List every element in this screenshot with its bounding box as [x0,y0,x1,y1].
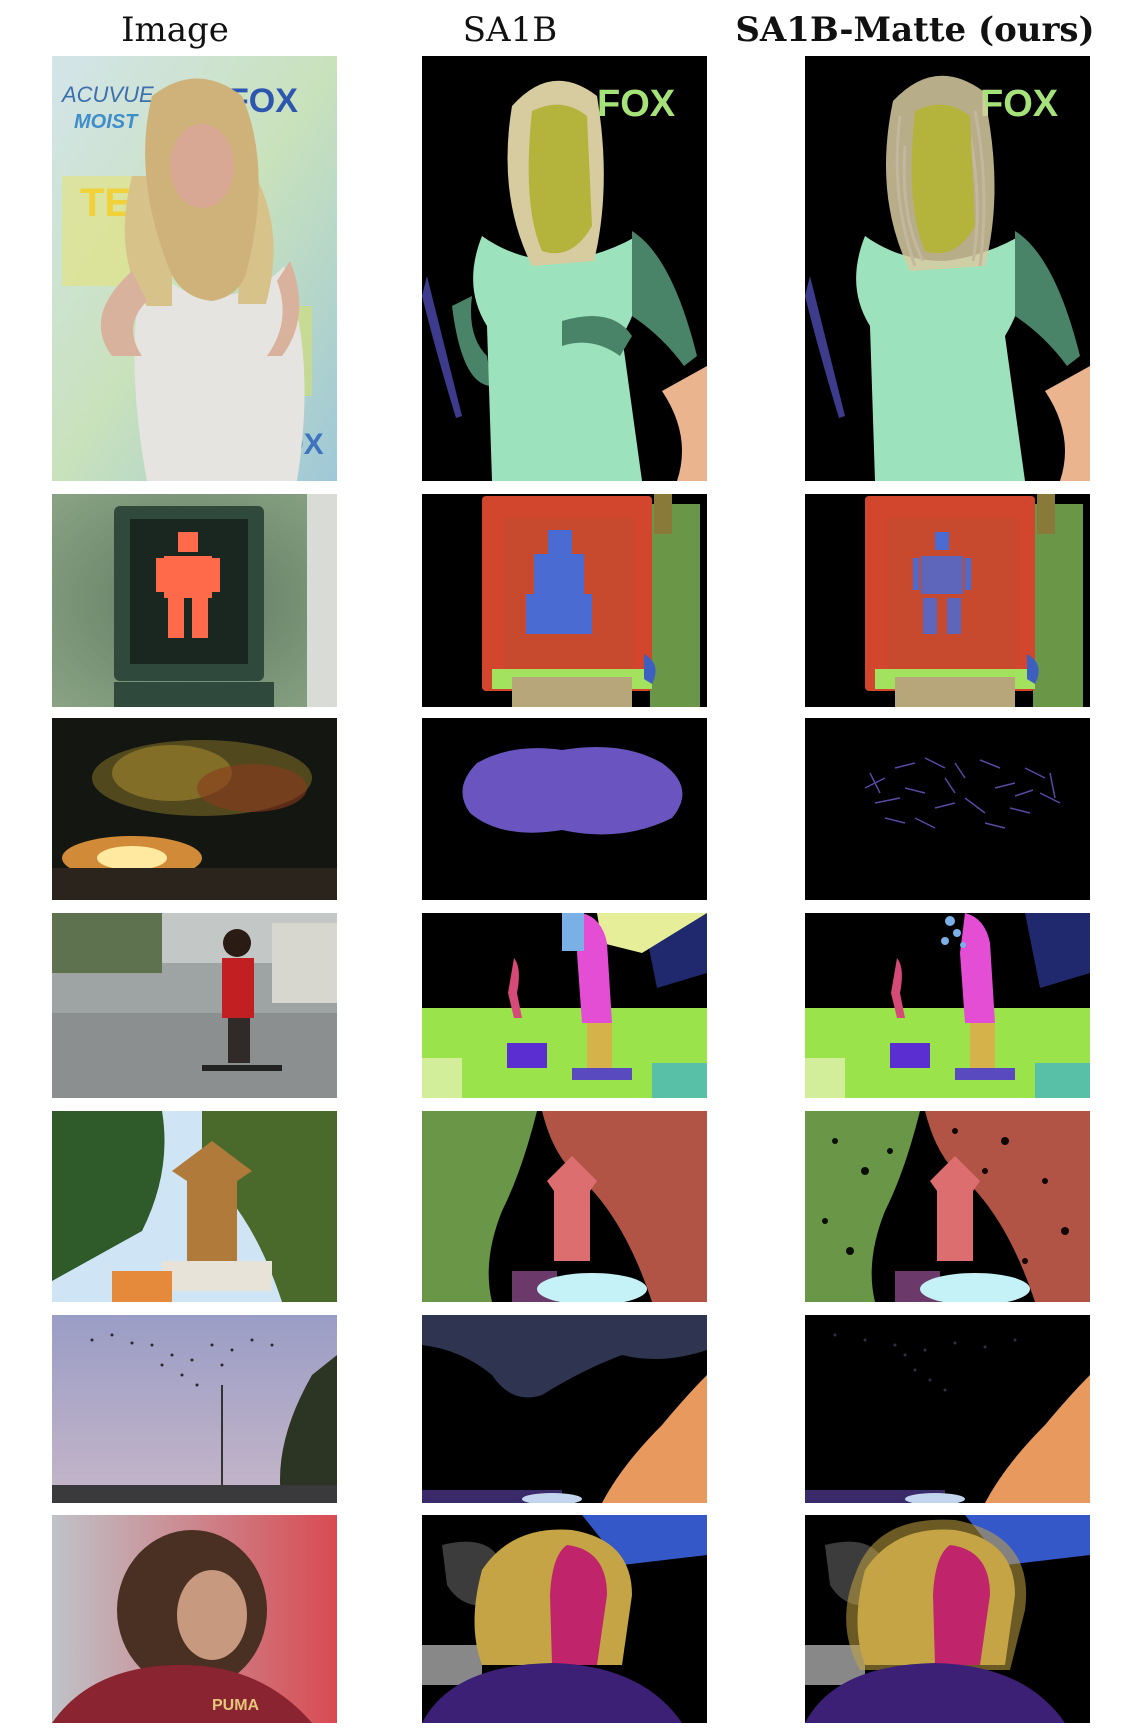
sa1b-mask-row-6 [422,1315,707,1503]
image-row-1: ACUVUE MOIST TEEN FOX FOX [52,56,337,481]
sa1b-matte-mask-row-4 [805,913,1090,1098]
column-header-sa1b: SA1B [462,10,558,50]
sa1b-matte-mask-row-1: FOX [805,56,1090,481]
sa1b-mask-row-4 [422,913,707,1098]
sa1b-matte-mask-row-2 [805,494,1090,707]
image-row-4 [52,913,337,1098]
image-row-6 [52,1315,337,1503]
sa1b-mask-row-3 [422,718,707,900]
sa1b-mask-text-fox: FOX [597,83,676,125]
image-text-puma: PUMA [212,1697,260,1714]
matte-mask-text-fox: FOX [980,83,1059,125]
image-text-moist: MOIST [74,111,139,133]
column-header-image: Image [121,10,229,50]
image-row-3 [52,718,337,900]
image-row-7: PUMA [52,1515,337,1723]
image-text-acuvue: ACUVUE [60,82,154,107]
image-row-2 [52,494,337,707]
sa1b-mask-row-2 [422,494,707,707]
image-row-5 [52,1111,337,1302]
sa1b-mask-row-7 [422,1515,707,1723]
sa1b-matte-mask-row-5 [805,1111,1090,1302]
sa1b-matte-mask-row-7 [805,1515,1090,1723]
sa1b-mask-row-1: FOX [422,56,707,481]
column-header-sa1b-matte: SA1B-Matte (ours) [735,10,1095,50]
sa1b-matte-mask-row-3 [805,718,1090,900]
sa1b-matte-mask-row-6 [805,1315,1090,1503]
sa1b-mask-row-5 [422,1111,707,1302]
